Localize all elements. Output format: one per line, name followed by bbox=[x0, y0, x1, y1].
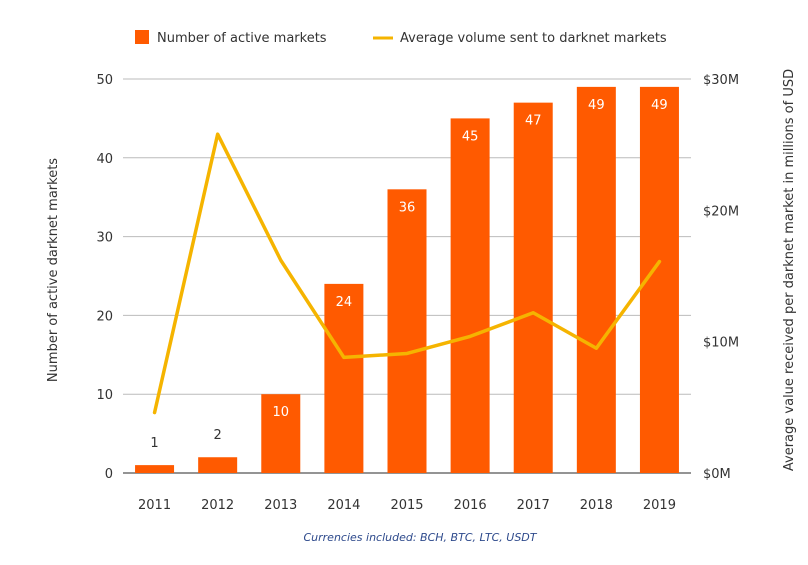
line-path bbox=[152, 132, 662, 415]
y-right-tick-label: $0M bbox=[703, 467, 731, 482]
bar-value-label: 47 bbox=[525, 114, 542, 129]
bar bbox=[387, 189, 427, 473]
line-series bbox=[152, 132, 662, 415]
x-tick-label: 2018 bbox=[580, 498, 613, 513]
bar-value-label: 49 bbox=[588, 98, 605, 113]
x-tick-label: 2014 bbox=[327, 498, 360, 513]
bar bbox=[513, 102, 553, 473]
x-tick-label: 2019 bbox=[643, 498, 676, 513]
legend-label-line: Average volume sent to darknet markets bbox=[400, 31, 667, 46]
y-right-tick-label: $20M bbox=[703, 204, 739, 219]
y-left-tick-label: 10 bbox=[96, 388, 113, 403]
x-tick-label: 2017 bbox=[517, 498, 550, 513]
y-axis-left-ticks: 0 10 20 30 40 50 bbox=[96, 73, 113, 482]
bar-value-label: 10 bbox=[273, 405, 290, 420]
bar bbox=[261, 394, 301, 473]
x-tick-label: 2016 bbox=[454, 498, 487, 513]
legend-label-bar: Number of active markets bbox=[157, 31, 327, 46]
y-axis-right-title: Average value received per darknet marke… bbox=[782, 69, 797, 471]
x-tick-label: 2015 bbox=[390, 498, 423, 513]
y-left-tick-label: 20 bbox=[96, 309, 113, 324]
bar bbox=[135, 465, 175, 473]
x-tick-label: 2011 bbox=[138, 498, 171, 513]
footnote: Currencies included: BCH, BTC, LTC, USDT bbox=[303, 531, 537, 544]
x-tick-label: 2012 bbox=[201, 498, 234, 513]
y-axis-left-title: Number of active darknet markets bbox=[46, 158, 61, 382]
y-right-tick-label: $10M bbox=[703, 336, 739, 351]
y-right-tick-label: $30M bbox=[703, 73, 739, 88]
y-left-tick-label: 0 bbox=[105, 467, 113, 482]
bar bbox=[198, 457, 238, 473]
y-left-tick-label: 50 bbox=[96, 73, 113, 88]
bar-value-label: 1 bbox=[150, 436, 158, 451]
legend-swatch-bar bbox=[135, 30, 149, 44]
bar-value-label: 2 bbox=[214, 428, 222, 443]
bar bbox=[576, 86, 616, 473]
bars bbox=[135, 86, 679, 474]
bar-value-label: 24 bbox=[336, 295, 353, 310]
y-axis-right-ticks: $0M $10M $20M $30M bbox=[703, 73, 739, 482]
y-left-tick-label: 40 bbox=[96, 152, 113, 167]
legend: Number of active markets Average volume … bbox=[135, 30, 667, 46]
bar bbox=[324, 283, 364, 473]
x-axis-ticks: 2011 2012 2013 2014 2015 2016 2017 2018 2019 bbox=[138, 498, 676, 513]
bar-value-label: 36 bbox=[399, 200, 416, 215]
y-left-tick-label: 30 bbox=[96, 231, 113, 246]
bar-value-label: 45 bbox=[462, 129, 479, 144]
bar bbox=[450, 118, 490, 474]
bar-labels: 1 2 10 24 36 45 47 49 49 bbox=[150, 98, 667, 451]
x-tick-label: 2013 bbox=[264, 498, 297, 513]
bar-value-label: 49 bbox=[651, 98, 668, 113]
